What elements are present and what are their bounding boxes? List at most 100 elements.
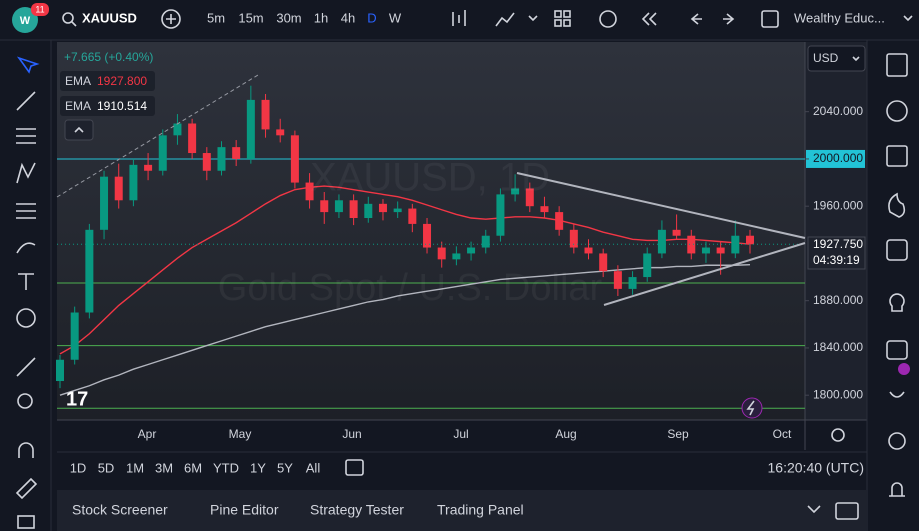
interval[interactable]: 1h: [314, 10, 328, 25]
measure-tool[interactable]: [16, 357, 36, 377]
redo[interactable]: [723, 13, 735, 25]
collapse-legend[interactable]: [64, 119, 94, 141]
undo[interactable]: [690, 13, 702, 25]
range-button[interactable]: 1D: [70, 460, 87, 475]
watchlist[interactable]: [886, 53, 908, 77]
candle-body: [628, 277, 637, 289]
interval[interactable]: 30m: [276, 10, 301, 25]
candle-body: [511, 188, 520, 195]
maximize-panel[interactable]: [835, 502, 859, 520]
candle-body: [349, 200, 358, 219]
x-tick-label: Apr: [138, 427, 157, 441]
avatar[interactable]: [12, 7, 38, 33]
panel-tab[interactable]: Strategy Tester: [310, 502, 404, 518]
interval[interactable]: 15m: [238, 10, 263, 25]
search-icon[interactable]: [62, 12, 74, 24]
trash-tool[interactable]: [17, 515, 35, 529]
legend-row[interactable]: [60, 71, 155, 91]
lock-tool[interactable]: [15, 477, 38, 500]
range-button[interactable]: All: [306, 460, 321, 475]
streams[interactable]: [889, 391, 905, 398]
fib-tool[interactable]: [16, 128, 36, 144]
countdown: 04:39:19: [813, 253, 860, 267]
y-tick-label: 2040.000: [813, 104, 863, 118]
pattern-tool[interactable]: [16, 162, 36, 184]
range-button[interactable]: 5Y: [277, 460, 293, 475]
candle-body: [452, 253, 461, 260]
signals[interactable]: [888, 432, 906, 450]
alert-icon[interactable]: [741, 397, 763, 419]
candle-body: [540, 206, 549, 213]
icon-tool[interactable]: [16, 308, 36, 328]
ideas[interactable]: [889, 293, 905, 312]
layout-name[interactable]: Wealthy Educ...: [794, 10, 885, 25]
collapse-panel[interactable]: [807, 505, 821, 514]
dropdown: [852, 56, 860, 62]
candle-body: [716, 247, 725, 254]
news[interactable]: [886, 145, 908, 167]
alerts[interactable]: [886, 100, 908, 122]
candle-body: [364, 203, 373, 219]
cursor-tool[interactable]: [16, 56, 40, 74]
range-button[interactable]: 3M: [155, 460, 173, 475]
search-icon: [71, 21, 77, 27]
intervals: 5m 15m 30m 1h 4h D W: [207, 10, 402, 25]
x-tick-label: Aug: [555, 427, 576, 441]
legend-row[interactable]: [60, 96, 155, 116]
line-tool[interactable]: [16, 91, 36, 111]
symbol[interactable]: XAUUSD: [82, 10, 137, 25]
clock[interactable]: 16:20:40 (UTC): [768, 460, 864, 476]
candle-body: [290, 135, 299, 183]
settings[interactable]: [831, 428, 845, 442]
y-tick-label: 1880.000: [813, 293, 863, 307]
replay[interactable]: [641, 12, 657, 26]
legend-value: 1927.800: [97, 74, 147, 88]
add-symbol[interactable]: [161, 9, 181, 29]
projection-tool[interactable]: [16, 203, 36, 219]
candle-body: [320, 200, 329, 213]
range-button[interactable]: 5D: [98, 460, 115, 475]
text-tool[interactable]: [18, 273, 34, 290]
notifications[interactable]: [889, 482, 905, 497]
brush-tool[interactable]: [16, 242, 36, 254]
x-tick-label: Oct: [773, 427, 792, 441]
plot: 2040.000 2000.000 1960.000 1880.000 1840.000…: [56, 85, 865, 441]
currency-select[interactable]: [807, 45, 866, 72]
ranges: 1D 5D 1M 3M 6M YTD 1Y 5Y All: [70, 460, 321, 475]
interval[interactable]: W: [389, 10, 402, 25]
magnet-tool[interactable]: [18, 442, 34, 458]
indicators[interactable]: [495, 12, 515, 27]
fullscreen[interactable]: [761, 10, 779, 28]
panel-tab[interactable]: Pine Editor: [210, 502, 279, 518]
interval[interactable]: 4h: [341, 10, 355, 25]
trend-line[interactable]: [516, 172, 806, 239]
logo: 17: [66, 388, 88, 410]
candle-body: [393, 208, 402, 213]
interval[interactable]: D: [367, 10, 376, 25]
range-button[interactable]: 6M: [184, 460, 202, 475]
hotlists[interactable]: [888, 192, 906, 218]
interval[interactable]: 5m: [207, 10, 225, 25]
candle-body: [584, 247, 593, 254]
zoom-tool[interactable]: [17, 393, 33, 409]
watermark: Gold Spot / U.S. Dollar: [218, 267, 603, 309]
chats[interactable]: [886, 340, 908, 360]
calendar[interactable]: [886, 239, 908, 261]
range-button[interactable]: 1M: [126, 460, 144, 475]
trend-line[interactable]: [603, 242, 806, 306]
panel-tab[interactable]: Stock Screener: [72, 502, 168, 518]
candle-body: [569, 229, 578, 248]
candle-body: [202, 153, 211, 171]
alert[interactable]: [599, 10, 617, 28]
range-button[interactable]: YTD: [213, 460, 239, 475]
range-button[interactable]: 1Y: [250, 460, 266, 475]
panel-tab[interactable]: Trading Panel: [437, 502, 524, 518]
dropdown[interactable]: [903, 15, 913, 22]
dropdown[interactable]: [528, 15, 538, 22]
chart-type[interactable]: [452, 10, 466, 26]
ai-badge[interactable]: [898, 363, 910, 375]
layout: [563, 19, 571, 27]
layout[interactable]: [554, 10, 562, 18]
date-range[interactable]: [345, 459, 364, 476]
